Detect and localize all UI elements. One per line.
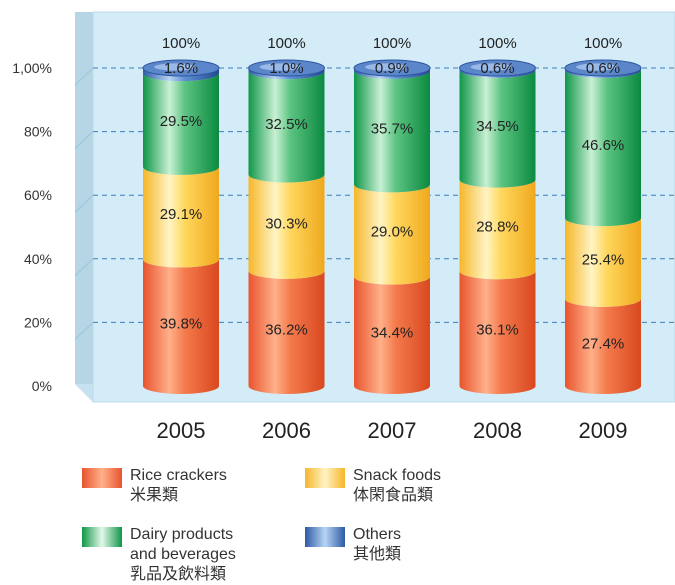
bar-2007 — [353, 59, 431, 394]
bar-segment-others — [248, 68, 325, 80]
bar-segment-others — [143, 68, 219, 82]
total-label: 100% — [162, 35, 200, 52]
bar-top-highlight — [154, 63, 196, 71]
data-label: 34.4% — [371, 324, 414, 341]
bar-segment-dairy-products — [354, 70, 430, 193]
grid-line-side — [74, 194, 94, 213]
total-label: 100% — [478, 35, 516, 52]
data-labels: 39.8% 29.1% 29.5% 1.6% 100% 36.2% 30.3% 32.5% 1.… — [160, 35, 625, 352]
bar-2006 — [248, 59, 325, 394]
data-label: 29.5% — [160, 113, 203, 130]
grid-line-side — [74, 131, 94, 149]
data-label: 36.1% — [476, 322, 519, 339]
data-label: 29.1% — [160, 206, 203, 223]
data-label: 27.4% — [582, 335, 625, 352]
y-axis-ticks: 0% 20% 40% 60% 80% 1,00% — [12, 60, 52, 394]
data-label: 34.5% — [476, 118, 519, 135]
total-label: 100% — [267, 35, 305, 52]
bar-segment-rice-crackers — [354, 276, 430, 394]
total-label: 100% — [373, 35, 411, 52]
data-label: 30.3% — [265, 216, 308, 233]
y-tick-label: 40% — [24, 251, 52, 267]
bar-segment-dairy-products — [248, 71, 325, 183]
data-label: 46.6% — [582, 137, 625, 154]
data-label: 32.5% — [265, 116, 308, 133]
grid-line-side — [74, 258, 94, 277]
bar-segment-snack-foods — [354, 184, 430, 285]
bar-top-highlight — [576, 63, 618, 71]
y-tick-label: 60% — [24, 187, 52, 203]
bar-segment-rice-crackers — [459, 271, 536, 394]
grid-line-side — [74, 67, 94, 86]
y-tick-label: 1,00% — [12, 60, 52, 76]
bar-2009 — [564, 59, 642, 394]
x-axis-categories: 2005 2006 2007 2008 2009 — [157, 418, 628, 443]
bar-segment-snack-foods — [565, 218, 641, 307]
bar-segment-dairy-products — [459, 69, 536, 188]
bar-segment-rice-crackers — [565, 298, 641, 394]
data-label: 0.9% — [375, 60, 409, 77]
y-tick-label: 0% — [32, 378, 52, 394]
bar-segment-dairy-products — [143, 73, 219, 175]
data-label: 1.0% — [269, 60, 303, 77]
bar-top-highlight — [259, 63, 302, 71]
x-category-label: 2006 — [262, 418, 311, 443]
bar-segment-others — [354, 68, 430, 79]
bar-2008 — [459, 59, 536, 394]
data-label: 28.8% — [476, 218, 519, 235]
bar-top-highlight — [470, 63, 513, 71]
x-category-label: 2008 — [473, 418, 522, 443]
bar-segment-rice-crackers — [248, 270, 325, 394]
bar-2005 — [142, 59, 220, 394]
bar-segment-dairy-products — [565, 69, 641, 227]
x-category-label: 2005 — [157, 418, 206, 443]
grid-line-side — [74, 322, 94, 340]
bars — [142, 59, 642, 394]
total-label: 100% — [584, 35, 622, 52]
data-label: 0.6% — [480, 60, 514, 77]
bar-top-highlight — [365, 63, 407, 71]
data-label: 39.8% — [160, 316, 203, 333]
bar-segment-rice-crackers — [143, 259, 219, 394]
data-label: 35.7% — [371, 121, 414, 138]
data-label: 36.2% — [265, 321, 308, 338]
data-label: 1.6% — [164, 60, 198, 77]
bar-segment-snack-foods — [459, 179, 536, 280]
bar-segment-snack-foods — [248, 174, 325, 279]
bar-segment-snack-foods — [143, 166, 219, 268]
x-category-label: 2009 — [579, 418, 628, 443]
data-label: 25.4% — [582, 251, 625, 268]
data-label: 29.0% — [371, 223, 414, 240]
data-label: 0.6% — [586, 60, 620, 77]
y-tick-label: 80% — [24, 124, 52, 140]
x-category-label: 2007 — [368, 418, 417, 443]
y-tick-label: 20% — [24, 314, 52, 330]
